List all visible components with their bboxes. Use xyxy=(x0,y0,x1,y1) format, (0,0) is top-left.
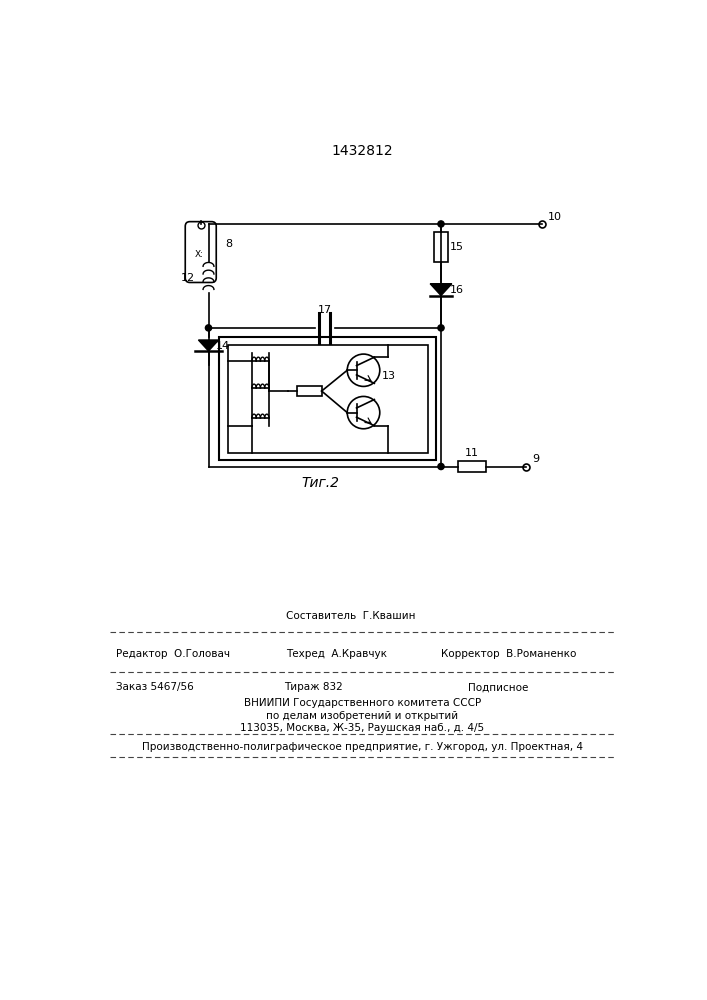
Text: 16: 16 xyxy=(450,285,464,295)
Text: Корректор  В.Романенко: Корректор В.Романенко xyxy=(441,649,576,659)
Text: 10: 10 xyxy=(548,212,562,222)
Text: 11: 11 xyxy=(465,448,479,458)
Circle shape xyxy=(438,463,444,470)
Circle shape xyxy=(206,325,211,331)
Text: Составитель  Г.Квашин: Составитель Г.Квашин xyxy=(286,611,416,621)
Text: 13: 13 xyxy=(382,371,396,381)
Text: 17: 17 xyxy=(317,305,332,315)
Bar xyxy=(434,232,448,262)
Text: ВНИИПИ Государственного комитета СССР: ВНИИПИ Государственного комитета СССР xyxy=(244,698,481,708)
Text: Редактор  О.Головач: Редактор О.Головач xyxy=(115,649,230,659)
Text: 15: 15 xyxy=(450,242,464,252)
Text: Производственно-полиграфическое предприятие, г. Ужгород, ул. Проектная, 4: Производственно-полиграфическое предприя… xyxy=(142,742,583,752)
Text: Τиг.2: Τиг.2 xyxy=(302,476,340,490)
Circle shape xyxy=(438,325,444,331)
Text: 12: 12 xyxy=(180,273,194,283)
Polygon shape xyxy=(199,340,218,351)
Text: Тираж 832: Тираж 832 xyxy=(284,682,342,692)
Text: 1432812: 1432812 xyxy=(332,144,393,158)
Text: 8: 8 xyxy=(226,239,233,249)
Text: Заказ 5467/56: Заказ 5467/56 xyxy=(115,682,193,692)
Circle shape xyxy=(438,221,444,227)
Text: 14: 14 xyxy=(216,341,230,351)
Text: 9: 9 xyxy=(532,454,539,464)
Bar xyxy=(228,345,428,453)
Bar xyxy=(218,337,436,460)
Text: X:: X: xyxy=(194,250,204,259)
Bar xyxy=(297,386,322,396)
Bar xyxy=(458,461,486,472)
Text: Техред  А.Кравчук: Техред А.Кравчук xyxy=(286,649,387,659)
Text: Подписное: Подписное xyxy=(468,682,529,692)
Text: по делам изобретений и открытий: по делам изобретений и открытий xyxy=(267,711,458,721)
Text: 113035, Москва, Ж-35, Раушская наб., д. 4/5: 113035, Москва, Ж-35, Раушская наб., д. … xyxy=(240,723,484,733)
Polygon shape xyxy=(430,284,452,296)
